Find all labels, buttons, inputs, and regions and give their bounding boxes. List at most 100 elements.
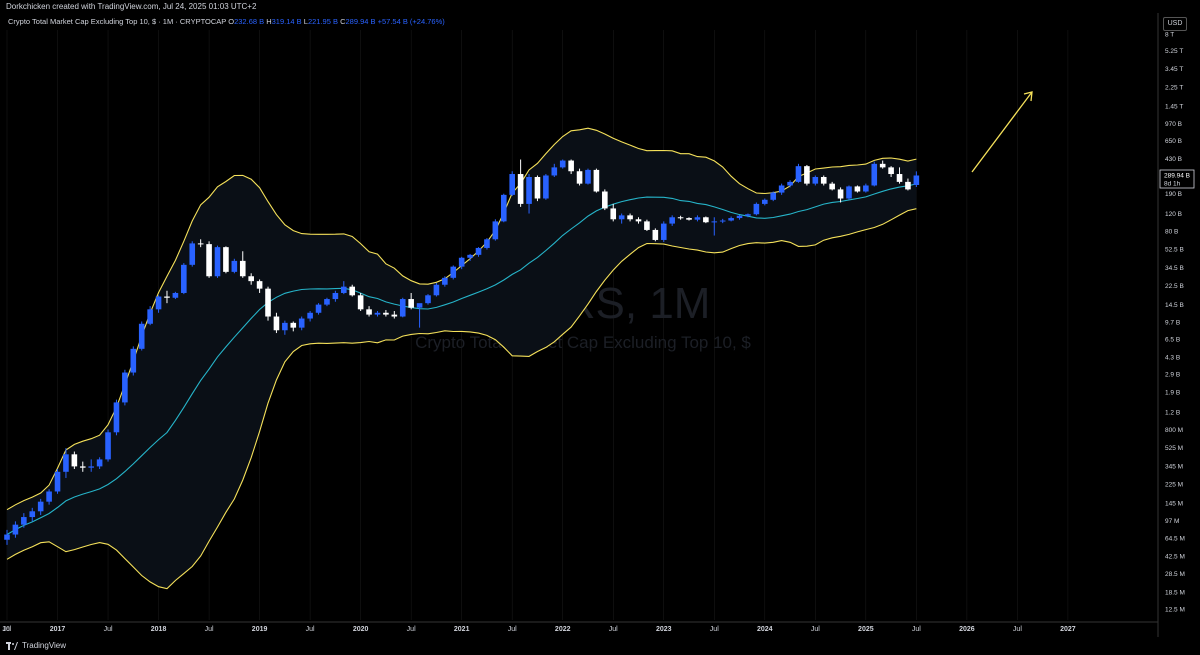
price-tick-label: 80 B (1165, 229, 1178, 236)
candle-body (206, 244, 212, 277)
candle-body (863, 185, 869, 192)
projection-arrow (971, 91, 1033, 173)
candle-body (122, 372, 128, 403)
candle-body (526, 176, 532, 204)
candle-body (686, 218, 692, 220)
candle-body (21, 517, 27, 525)
candle-body (517, 174, 524, 204)
candle-body (391, 314, 398, 317)
candle-body (307, 312, 313, 319)
candle-body (627, 215, 633, 220)
price-tick-label: 1.2 B (1165, 410, 1180, 417)
candle-body (248, 276, 254, 282)
candle-body (366, 309, 372, 315)
candle-body (660, 223, 667, 240)
candle-body (374, 312, 381, 315)
price-tick-label: 34.5 B (1165, 265, 1184, 272)
candle-body (652, 229, 659, 240)
candle-body (745, 214, 751, 216)
candle-body (197, 243, 204, 245)
attribution-text: Dorkchicken created with TradingView.com… (6, 2, 257, 11)
candle-body (399, 299, 406, 317)
time-tick-label: Jul (811, 626, 820, 633)
projection-arrow-head (1023, 91, 1033, 102)
price-tick-label: 5.25 T (1165, 48, 1183, 55)
time-tick-label: 2022 (555, 626, 571, 633)
tradingview-brand[interactable]: TradingView (6, 641, 66, 650)
candle-body (677, 217, 684, 219)
price-tick-label: 52.5 B (1165, 247, 1184, 254)
price-tick-label: 145 M (1165, 501, 1183, 508)
time-tick-label: 2021 (454, 626, 470, 633)
candle-body (138, 323, 145, 349)
candle-body (509, 174, 515, 195)
candle-body (273, 316, 280, 331)
candle-body (181, 264, 187, 293)
candle-body (147, 309, 153, 324)
price-tick-label: 18.5 M (1165, 589, 1185, 596)
candle-body (694, 217, 701, 220)
bollinger-lower-band (6, 208, 917, 590)
time-tick-label: Jul (912, 626, 921, 633)
last-price-value: 289.94 B (1164, 173, 1190, 180)
candle-body (913, 175, 920, 185)
price-axis[interactable]: 8 T 5.25 T 3.45 T 2.25 T 1.45 T 970 B 650 B 430… (1157, 13, 1185, 637)
time-tick-label: Jul (609, 626, 618, 633)
candle-body (239, 260, 246, 277)
candle-body (130, 348, 137, 373)
time-tick-label: Jul (508, 626, 517, 633)
candle-body (12, 524, 19, 535)
time-tick-label: 2020 (353, 626, 369, 633)
candle-body (585, 169, 591, 184)
candle-body (223, 247, 229, 272)
candle-body (837, 189, 844, 199)
candle-body (63, 454, 69, 472)
tradingview-brand-label: TradingView (22, 641, 67, 650)
time-tick-label: Jul (407, 626, 416, 633)
bollinger-band-fill (7, 128, 917, 589)
candle-body (71, 454, 78, 467)
candle-body (164, 296, 170, 298)
candle-body (888, 167, 894, 175)
price-tick-label: 430 B (1165, 156, 1182, 163)
candle-body (88, 466, 94, 468)
legend-low-label: L (303, 17, 308, 26)
last-price-countdown: 8d 1h (1164, 181, 1181, 188)
candle-body (753, 203, 760, 215)
price-tick-label: 120 B (1165, 211, 1182, 218)
price-tick-label: 9.7 B (1165, 319, 1180, 326)
price-tick-label: 2.9 B (1165, 372, 1180, 379)
candle-body (728, 218, 734, 221)
candle-body (214, 247, 221, 277)
bollinger-basis (6, 183, 917, 535)
price-tick-label: 8 T (1165, 32, 1174, 39)
price-tick-label: 6.5 B (1165, 337, 1180, 344)
candle-body (602, 191, 608, 209)
candle-body (46, 491, 52, 502)
candle-body (778, 185, 785, 193)
candle-body (315, 304, 322, 313)
symbol-legend[interactable]: Crypto Total Market Cap Excluding Top 10… (8, 17, 445, 26)
bottom-bar (0, 637, 1200, 655)
currency-button[interactable]: USD (1163, 17, 1187, 31)
legend-change: +57.54 B (+24.76%) (377, 17, 445, 26)
candle-body (467, 254, 473, 258)
price-tick-label: 650 B (1165, 138, 1182, 145)
legend-close-label: C (340, 17, 346, 26)
time-tick-label: 2018 (151, 626, 167, 633)
legend-title: Crypto Total Market Cap Excluding Top 10… (8, 17, 227, 26)
watermark-description: Crypto Total Market Cap Excluding Top 10… (415, 333, 751, 352)
candle-body (113, 402, 120, 433)
price-tick-label: 4.3 B (1165, 355, 1180, 362)
candle-body (54, 471, 61, 492)
candle-body (290, 322, 297, 328)
candle-body (189, 243, 196, 265)
time-tick-label: Jul (104, 626, 113, 633)
candle-body (4, 534, 10, 540)
candle-body (172, 292, 179, 298)
candle-body (610, 208, 617, 220)
candle-body (905, 181, 911, 190)
legend-high: 319.14 B (271, 17, 302, 26)
price-chart[interactable]: OTHERS, 1M Crypto Total Market Cap Exclu… (0, 0, 1200, 637)
